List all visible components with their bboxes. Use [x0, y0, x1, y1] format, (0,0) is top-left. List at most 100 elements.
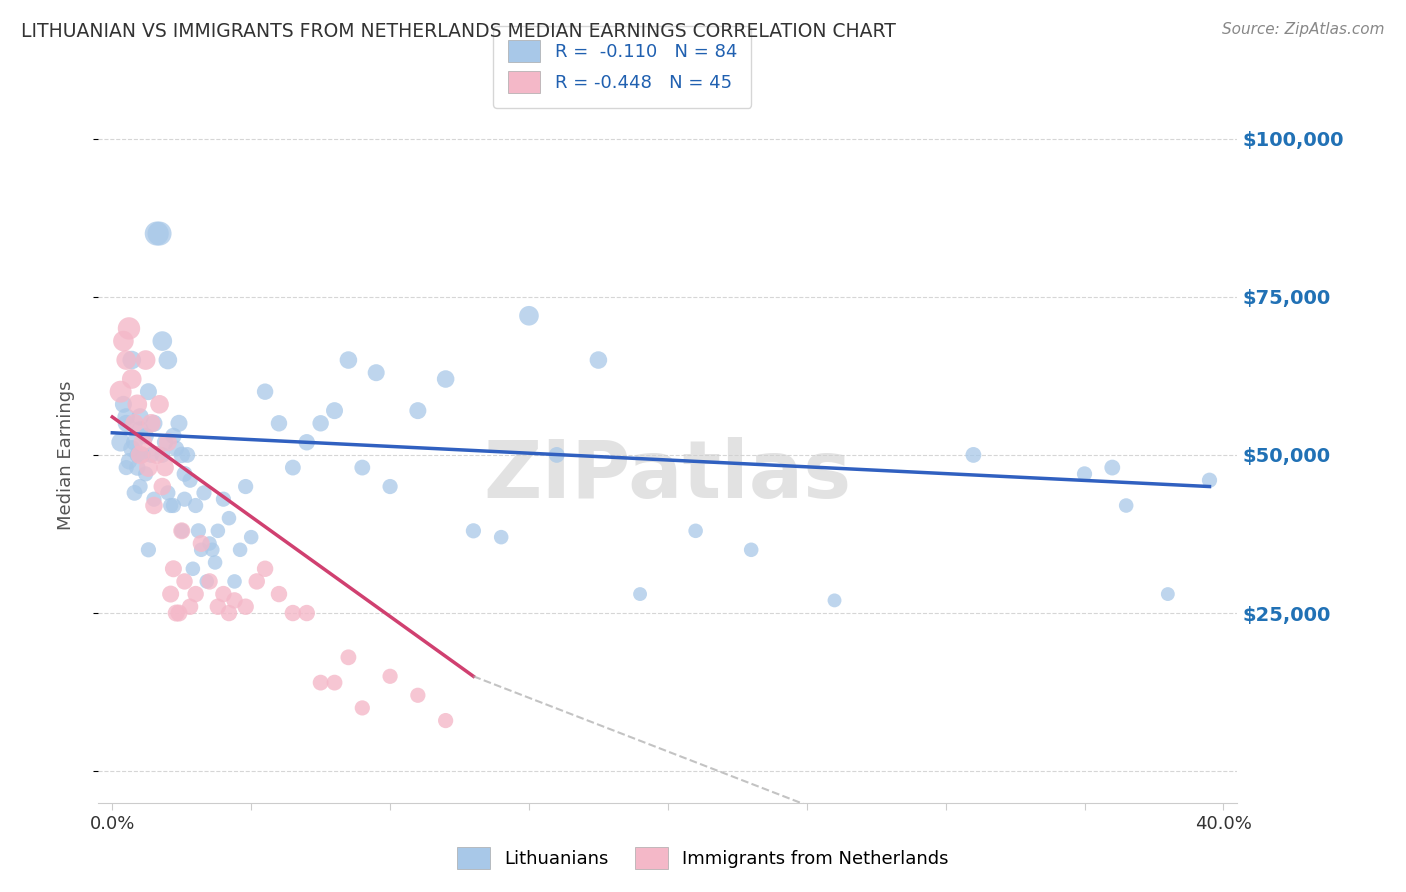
Point [184, 499, 207, 513]
Point [167, 417, 190, 431]
Point [135, 429, 157, 443]
Point [195, 574, 218, 589]
Point [628, 587, 651, 601]
Point [337, 650, 360, 665]
Point [1073, 467, 1095, 481]
Point [145, 448, 167, 462]
Point [267, 417, 290, 431]
Point [204, 556, 226, 570]
Point [337, 353, 360, 368]
Point [112, 334, 135, 348]
Point [685, 524, 707, 538]
Point [127, 448, 149, 462]
Point [207, 524, 229, 538]
Point [148, 227, 170, 241]
Point [267, 587, 290, 601]
Point [118, 454, 141, 468]
Point [143, 417, 166, 431]
Point [141, 417, 163, 431]
Point [150, 334, 173, 348]
Point [165, 442, 187, 456]
Point [173, 467, 195, 481]
Point [129, 409, 152, 424]
Point [181, 562, 204, 576]
Point [352, 701, 374, 715]
Point [138, 460, 160, 475]
Point [170, 524, 193, 538]
Point [115, 460, 138, 475]
Point [187, 524, 209, 538]
Point [127, 460, 149, 475]
Point [135, 353, 157, 368]
Point [517, 309, 540, 323]
Point [295, 435, 318, 450]
Point [173, 574, 195, 589]
Point [153, 435, 176, 450]
Point [132, 448, 155, 462]
Point [170, 524, 193, 538]
Point [190, 536, 212, 550]
Point [212, 587, 235, 601]
Point [240, 530, 263, 544]
Point [309, 675, 332, 690]
Point [235, 479, 257, 493]
Point [121, 442, 143, 456]
Point [115, 353, 138, 368]
Point [132, 435, 155, 450]
Point [1157, 587, 1180, 601]
Point [159, 587, 181, 601]
Point [129, 479, 152, 493]
Legend: Lithuanians, Immigrants from Netherlands: Lithuanians, Immigrants from Netherlands [449, 838, 957, 879]
Point [406, 688, 429, 702]
Point [179, 599, 201, 614]
Point [218, 511, 240, 525]
Point [184, 587, 207, 601]
Point [198, 536, 221, 550]
Point [366, 366, 388, 380]
Point [235, 599, 257, 614]
Point [112, 397, 135, 411]
Point [207, 599, 229, 614]
Point [309, 417, 332, 431]
Point [124, 435, 146, 450]
Point [173, 492, 195, 507]
Point [824, 593, 846, 607]
Point [124, 486, 146, 500]
Point [170, 448, 193, 462]
Point [588, 353, 610, 368]
Point [212, 492, 235, 507]
Text: Source: ZipAtlas.com: Source: ZipAtlas.com [1222, 22, 1385, 37]
Point [150, 448, 173, 462]
Point [281, 606, 304, 620]
Point [198, 574, 221, 589]
Point [135, 467, 157, 481]
Point [156, 486, 179, 500]
Point [110, 435, 132, 450]
Point [546, 448, 568, 462]
Point [118, 321, 141, 335]
Point [246, 574, 269, 589]
Point [162, 562, 184, 576]
Point [1101, 460, 1123, 475]
Point [489, 530, 512, 544]
Point [323, 403, 346, 417]
Point [115, 417, 138, 431]
Point [148, 397, 170, 411]
Point [229, 542, 252, 557]
Point [218, 606, 240, 620]
Point [352, 460, 374, 475]
Point [406, 403, 429, 417]
Point [162, 429, 184, 443]
Point [156, 353, 179, 368]
Point [110, 384, 132, 399]
Point [434, 714, 457, 728]
Point [323, 675, 346, 690]
Point [176, 448, 198, 462]
Point [156, 435, 179, 450]
Text: ZIPatlas: ZIPatlas [484, 437, 852, 515]
Point [201, 542, 224, 557]
Point [378, 479, 401, 493]
Point [740, 542, 762, 557]
Point [167, 606, 190, 620]
Point [138, 542, 160, 557]
